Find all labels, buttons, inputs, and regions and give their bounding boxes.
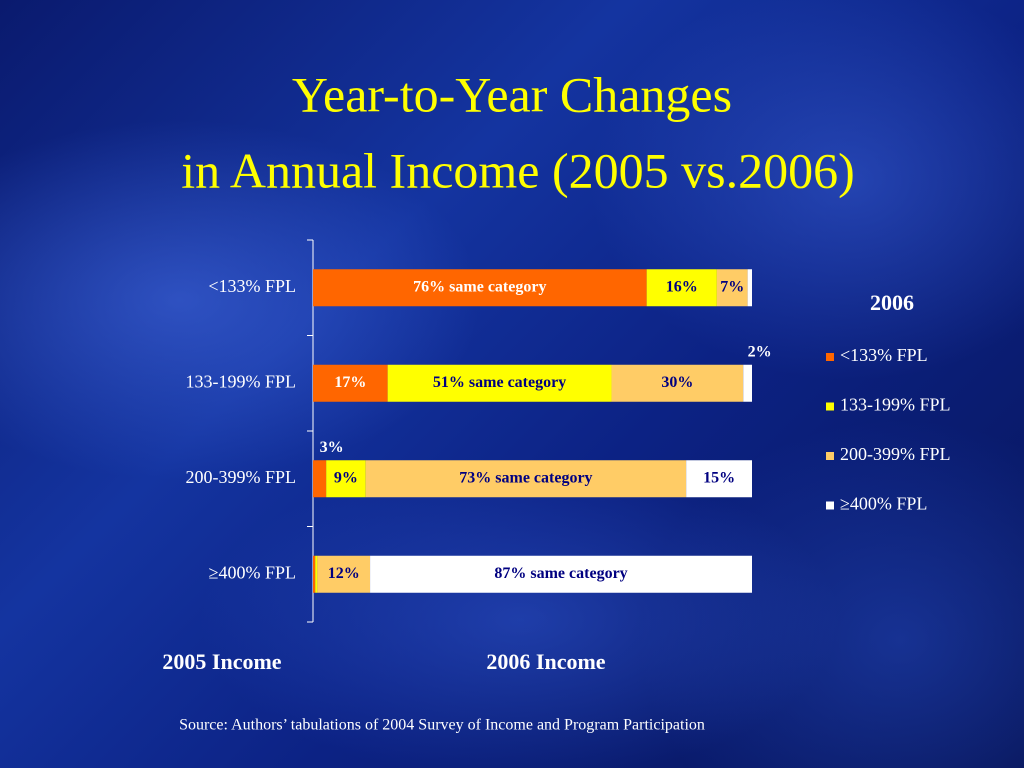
data-label: 73% same category <box>459 469 592 486</box>
data-label: 7% <box>720 278 744 295</box>
bar-segment <box>611 364 744 402</box>
bar-segment <box>326 460 366 498</box>
bar-segment <box>313 460 327 498</box>
legend-label: 133-199% FPL <box>840 395 951 415</box>
axis-label: 2005 Income <box>162 649 281 674</box>
source-note: Source: Authors’ tabulations of 2004 Sur… <box>179 717 705 734</box>
axis-label: 2006 Income <box>486 649 605 674</box>
title-line: Year-to-Year Changes <box>292 66 732 122</box>
legend-swatch <box>826 452 834 460</box>
bar-segment <box>387 364 612 402</box>
legend-title: 2006 <box>870 290 914 315</box>
bar-segment <box>313 555 316 593</box>
data-label: 9% <box>334 469 358 486</box>
data-label: 15% <box>703 469 735 486</box>
bar-segment <box>716 269 748 307</box>
legend-swatch <box>826 402 834 411</box>
bar-segment <box>747 269 752 307</box>
data-label: 30% <box>661 374 693 391</box>
bar-segment <box>686 460 752 498</box>
bar-segment <box>315 555 318 593</box>
bar-segment <box>365 460 687 498</box>
y-tick-label: 200-399% FPL <box>185 467 296 487</box>
legend-swatch <box>826 353 834 361</box>
title-line: in Annual Income (2005 vs.2006) <box>181 142 855 198</box>
bar-segment <box>313 269 647 307</box>
data-label: 51% same category <box>433 374 566 391</box>
legend-swatch <box>826 501 834 510</box>
data-label: 76% same category <box>413 278 546 295</box>
y-tick-label: 133-199% FPL <box>185 371 296 391</box>
data-label: 87% same category <box>494 565 627 582</box>
data-label: 17% <box>334 374 366 391</box>
y-tick-label: <133% FPL <box>208 276 296 296</box>
bar-segment <box>317 555 371 593</box>
y-tick-label: ≥400% FPL <box>209 562 296 582</box>
data-label: 2% <box>748 343 772 360</box>
bar-segment <box>313 364 388 402</box>
data-label: 12% <box>328 565 360 582</box>
bar-segment <box>646 269 717 307</box>
bar-segment <box>370 555 752 593</box>
legend-label: <133% FPL <box>840 345 928 365</box>
data-label: 3% <box>320 439 344 456</box>
data-label: 16% <box>666 278 698 295</box>
legend-label: ≥400% FPL <box>840 494 927 514</box>
legend-label: 200-399% FPL <box>840 444 951 464</box>
bar-segment <box>743 364 752 402</box>
